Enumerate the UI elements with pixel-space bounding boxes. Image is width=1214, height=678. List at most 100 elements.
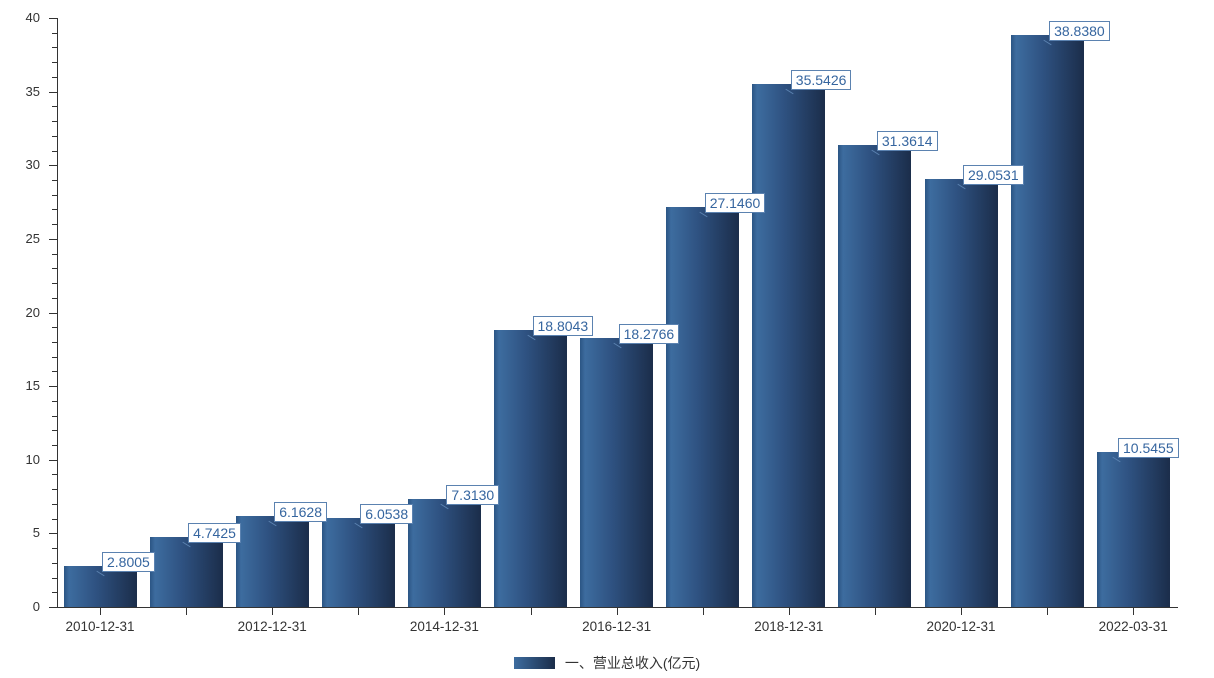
y-tick-label: 10 [25, 451, 40, 467]
bar[interactable] [494, 330, 567, 607]
y-tick-minor [52, 194, 57, 196]
y-axis-line [57, 18, 58, 608]
y-tick-label: 15 [25, 378, 40, 394]
y-tick-minor [52, 341, 57, 343]
legend-swatch-icon [513, 657, 555, 669]
y-tick-major [49, 607, 57, 608]
bar[interactable] [1010, 35, 1084, 607]
y-tick-label: 30 [25, 157, 40, 173]
bar[interactable] [321, 517, 395, 607]
y-tick-minor [52, 474, 57, 476]
y-tick-minor [52, 577, 57, 579]
value-label: 35.5426 [785, 69, 852, 94]
y-tick-minor [52, 297, 57, 299]
y-tick-minor [52, 253, 57, 255]
y-tick-minor [52, 62, 57, 64]
y-tick-minor [52, 430, 57, 432]
y-tick-minor [52, 268, 57, 270]
y-tick-label: 0 [32, 599, 40, 614]
x-tick [444, 608, 446, 615]
value-label: 29.0531 [957, 165, 1024, 190]
bar[interactable] [149, 537, 223, 607]
y-tick-minor [52, 415, 57, 417]
x-tick [616, 608, 618, 615]
x-tick [788, 608, 790, 615]
value-label: 4.7425 [182, 523, 241, 548]
bar[interactable] [235, 516, 309, 607]
y-tick-major [49, 91, 57, 93]
x-tick-label: 2018-12-31 [754, 619, 824, 634]
y-tick-minor [52, 283, 57, 285]
legend-item-revenue[interactable]: 一、营业总收入(亿元) [0, 653, 1214, 673]
value-label: 6.1628 [268, 502, 328, 527]
x-tick-label: 2014-12-31 [409, 619, 479, 634]
x-tick [702, 608, 704, 615]
y-tick-minor [52, 76, 57, 78]
y-tick-major [49, 312, 57, 314]
y-tick-major [49, 533, 57, 535]
y-tick-minor [52, 445, 57, 447]
bar[interactable] [407, 499, 481, 607]
y-tick-minor [52, 371, 57, 373]
x-tick [961, 608, 962, 615]
x-tick [272, 608, 274, 615]
x-tick-label: 2016-12-31 [582, 619, 652, 634]
y-tick-minor [52, 592, 57, 594]
y-tick-minor [52, 548, 57, 550]
value-label: 7.3130 [440, 485, 500, 510]
value-label: 18.2766 [613, 323, 680, 349]
y-tick-minor [52, 106, 57, 108]
y-tick-major [49, 18, 57, 19]
x-tick-label: 2010-12-31 [65, 619, 135, 634]
x-axis-line [57, 607, 1178, 608]
y-tick-major [49, 238, 57, 240]
y-tick-minor [52, 150, 57, 152]
x-tick [1047, 608, 1049, 615]
bar[interactable] [1096, 451, 1170, 607]
y-tick-label: 20 [25, 304, 40, 320]
y-tick-minor [52, 518, 57, 520]
y-tick-minor [52, 47, 57, 49]
y-tick-label: 35 [25, 83, 40, 99]
y-tick-label: 40 [25, 10, 40, 25]
x-tick [530, 608, 532, 615]
y-tick-minor [52, 356, 57, 358]
x-tick-label: 2022-03-31 [1098, 619, 1168, 634]
y-tick-minor [52, 562, 57, 564]
value-label: 18.8043 [526, 316, 594, 341]
bar[interactable] [752, 83, 826, 607]
y-tick-label: 25 [25, 230, 40, 246]
y-tick-major [49, 459, 57, 461]
y-tick-minor [52, 489, 57, 491]
bar[interactable] [580, 337, 654, 607]
value-label: 6.0538 [354, 503, 414, 529]
y-tick-minor [52, 209, 57, 211]
y-tick-minor [52, 179, 57, 181]
x-tick [1133, 608, 1135, 615]
value-label: 2.8005 [96, 551, 155, 577]
bar[interactable] [838, 145, 912, 607]
value-label: 27.1460 [699, 193, 766, 218]
y-tick-minor [52, 32, 57, 34]
y-tick-minor [52, 135, 57, 137]
x-tick-label: 2020-12-31 [926, 619, 996, 634]
y-tick-label: 5 [32, 525, 40, 541]
value-label: 38.8380 [1043, 21, 1110, 46]
legend-label: 一、营业总收入(亿元) [564, 655, 701, 671]
bar[interactable] [666, 207, 740, 607]
y-tick-minor [52, 327, 57, 329]
bar[interactable] [924, 179, 998, 607]
y-tick-minor [52, 503, 57, 505]
y-tick-minor [52, 121, 57, 123]
y-tick-major [49, 165, 57, 167]
x-tick [186, 608, 188, 615]
x-tick [100, 608, 101, 615]
y-tick-minor [52, 400, 57, 402]
value-label: 31.3614 [871, 131, 938, 156]
value-label: 10.5455 [1112, 437, 1179, 463]
x-tick [874, 608, 876, 615]
y-tick-major [49, 386, 57, 388]
y-tick-minor [52, 224, 57, 226]
x-tick [358, 608, 360, 615]
